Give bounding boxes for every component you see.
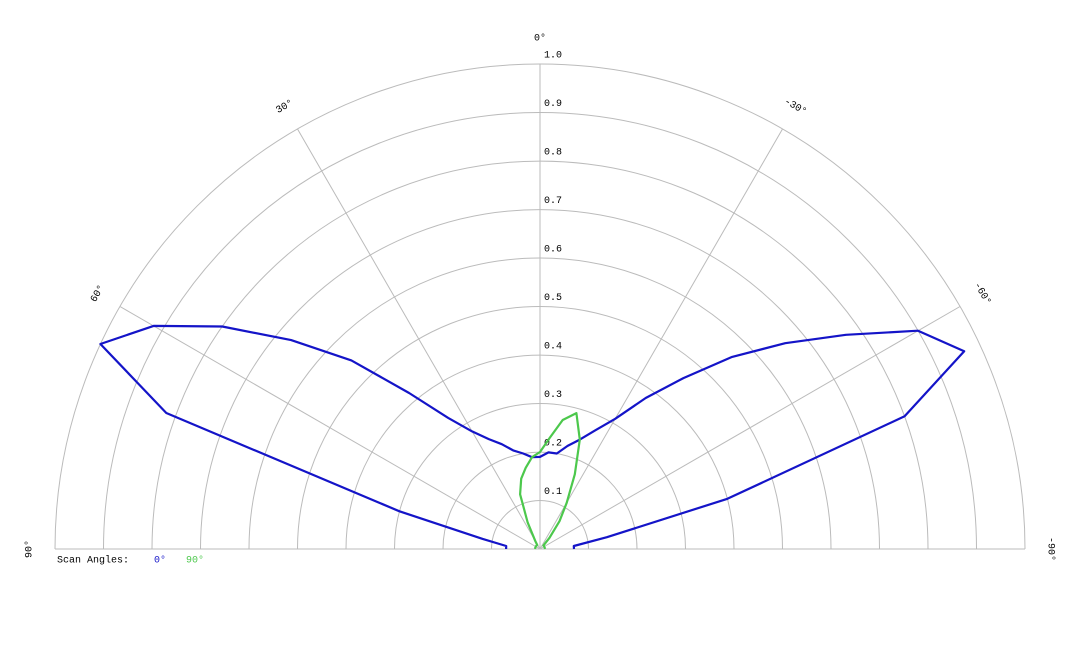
angle-tick-label: 30°	[274, 97, 296, 116]
angle-tick-label: -90°	[1044, 537, 1056, 561]
r-tick-label: 0.1	[544, 487, 562, 498]
series-line	[519, 412, 581, 550]
spoke	[539, 128, 783, 550]
r-tick-label: 0.8	[544, 148, 562, 159]
angle-tick-label: 0°	[534, 33, 546, 45]
legend-entry: 0°	[154, 555, 166, 567]
angle-tick-label: -30°	[782, 96, 809, 118]
r-tick-label: 0.6	[544, 245, 562, 256]
series-line	[99, 324, 966, 550]
legend-title: Scan Angles:	[57, 555, 129, 567]
r-tick-label: 0.5	[544, 293, 562, 304]
angle-tick-label: -60°	[971, 280, 993, 307]
angle-tick-label: 60°	[88, 283, 107, 305]
r-tick-label: 0.9	[544, 99, 562, 110]
r-tick-label: 0.2	[544, 439, 562, 450]
r-tick-label: 0.4	[544, 342, 562, 353]
spoke	[297, 128, 541, 550]
legend-entry: 90°	[186, 555, 204, 567]
spoke	[539, 306, 961, 550]
r-tick-label: 0.3	[544, 390, 562, 401]
angle-tick-label: 90°	[24, 540, 36, 558]
spoke	[119, 306, 541, 550]
r-tick-label: 0.7	[544, 196, 562, 207]
r-tick-label: 1.0	[544, 51, 562, 62]
